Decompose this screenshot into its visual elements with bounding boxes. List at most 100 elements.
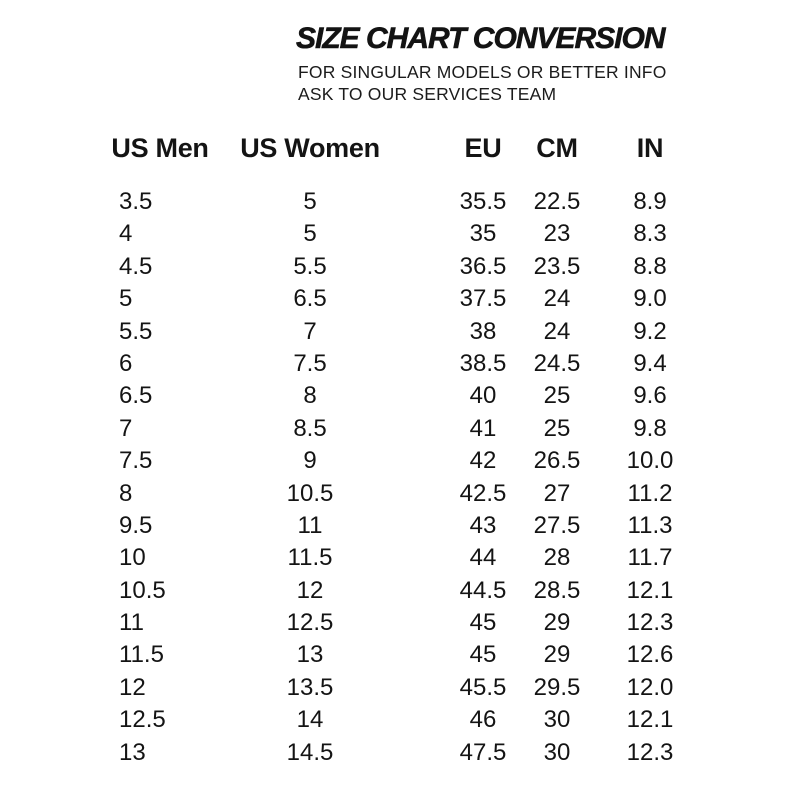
size-value-cell: 47.5 — [459, 738, 507, 766]
size-value-cell: 9 — [303, 447, 317, 475]
size-value-cell: 9.6 — [633, 382, 667, 410]
size-value-cell: 11.5 — [287, 544, 333, 572]
page-title: SIZE CHART CONVERSION — [296, 22, 666, 56]
column-header: US Women — [240, 133, 380, 163]
size-value-cell: 38.5 — [459, 349, 507, 377]
subtitle-line-2: ASK TO OUR SERVICES TEAM — [298, 83, 557, 104]
size-value-cell: 36.5 — [459, 252, 507, 280]
size-value-cell: 35.5 — [459, 188, 507, 215]
size-value-cell: 4.5 — [119, 252, 153, 280]
size-value-cell: 29 — [543, 609, 571, 637]
size-value-cell: 26.5 — [533, 447, 581, 475]
size-value-cell: 5 — [303, 220, 317, 248]
size-value-cell: 8 — [119, 479, 133, 507]
size-value-cell: 45.5 — [459, 673, 507, 701]
size-value-cell: 9.2 — [633, 317, 667, 345]
size-value-cell: 42.5 — [459, 479, 507, 507]
size-value-cell: 4 — [119, 220, 133, 248]
size-value-cell: 8.5 — [293, 414, 327, 442]
size-value-cell: 25 — [543, 414, 571, 442]
size-value-cell: 29.5 — [533, 673, 581, 701]
size-value-cell: 42 — [469, 447, 497, 475]
size-value-cell: 5 — [119, 285, 133, 313]
size-value-cell: 10 — [119, 544, 146, 572]
size-value-cell: 25 — [543, 382, 571, 410]
size-value-cell: 9.8 — [633, 414, 667, 442]
size-value-cell: 12.6 — [626, 641, 674, 669]
size-value-cell: 7.5 — [293, 349, 327, 377]
size-value-cell: 38 — [469, 317, 497, 345]
size-value-cell: 11.7 — [627, 544, 673, 572]
size-value-cell: 13 — [119, 738, 146, 766]
size-value-cell: 8.3 — [633, 220, 667, 248]
column-header: IN — [636, 133, 664, 163]
column-eu: EU 35.5 35 36.5 37.5 38 38.5 40 41 42 42.5 43 44 44.5… — [428, 131, 538, 769]
size-value-cell: 44 — [469, 544, 497, 572]
size-value-cell: 11 — [297, 511, 323, 539]
size-value-cell: 10.5 — [119, 576, 166, 604]
size-value-cell: 12.5 — [286, 609, 334, 637]
column-us-men: US Men 3.5 4 4.5 5 5.5 6 6.5 7 7.5 8 9.5 10 10.5 11 11.… — [100, 131, 220, 769]
size-value-cell: 8.8 — [633, 252, 667, 280]
size-value-cell: 12 — [296, 576, 324, 604]
size-value-cell: 7.5 — [119, 447, 153, 475]
size-value-cell: 12.1 — [626, 576, 674, 604]
size-value-cell: 37.5 — [459, 285, 507, 313]
size-value-cell: 13 — [296, 641, 324, 669]
size-value-cell: 27 — [543, 479, 571, 507]
column-cm: CM 22.5 23 23.5 24 24 24.5 25 25 26.5 27 27.5 28 28.5… — [505, 131, 609, 769]
size-value-cell: 12.0 — [626, 673, 674, 701]
size-value-cell: 45 — [469, 641, 497, 669]
subtitle-line-1: FOR SINGULAR MODELS OR BETTER INFO — [298, 62, 667, 82]
column-header: US Men — [111, 133, 209, 163]
size-value-cell: 12.3 — [626, 738, 674, 766]
size-value-cell: 40 — [469, 382, 497, 410]
size-value-cell: 24 — [543, 317, 571, 345]
column-in: IN 8.9 8.3 8.8 9.0 9.2 9.4 9.6 9.8 10.0 11.2 11.3 11… — [598, 131, 702, 769]
size-value-cell: 9.0 — [633, 285, 667, 313]
size-value-cell: 12.1 — [626, 706, 674, 734]
size-value-cell: 44.5 — [459, 576, 507, 604]
column-us-women: US Women 5 5 5.5 6.5 7 7.5 8 8.5 9 10.5 11 11.5 12 12.… — [235, 131, 385, 769]
size-value-cell: 3.5 — [119, 188, 153, 215]
size-value-cell: 30 — [543, 738, 571, 766]
size-value-cell: 8.9 — [633, 188, 667, 215]
size-value-cell: 10.5 — [286, 479, 334, 507]
size-value-cell: 7 — [119, 414, 133, 442]
size-value-cell: 46 — [469, 706, 497, 734]
size-value-cell: 45 — [469, 609, 497, 637]
size-value-cell: 11.3 — [627, 511, 673, 539]
size-value-cell: 29 — [543, 641, 571, 669]
size-value-cell: 23.5 — [533, 252, 581, 280]
size-value-cell: 14 — [296, 706, 324, 734]
size-value-cell: 7 — [303, 317, 317, 345]
size-value-cell: 11.2 — [627, 479, 673, 507]
size-value-cell: 8 — [303, 382, 317, 410]
size-value-cell: 6 — [119, 349, 133, 377]
size-value-cell: 9.4 — [633, 349, 667, 377]
size-value-cell: 9.5 — [119, 511, 153, 539]
size-value-cell: 10.0 — [626, 447, 674, 475]
size-value-cell: 27.5 — [533, 511, 581, 539]
size-value-cell: 24.5 — [533, 349, 581, 377]
size-value-cell: 14.5 — [286, 738, 334, 766]
size-value-cell: 24 — [543, 285, 571, 313]
size-value-cell: 35 — [469, 220, 497, 248]
size-value-cell: 5 — [303, 188, 317, 215]
size-value-cell: 41 — [469, 414, 497, 442]
size-value-cell: 12 — [119, 673, 146, 701]
column-header: CM — [536, 133, 578, 163]
size-value-cell: 22.5 — [533, 188, 581, 215]
size-value-cell: 6.5 — [119, 382, 153, 410]
size-value-cell: 23 — [543, 220, 571, 248]
column-header: EU — [464, 133, 502, 163]
size-value-cell: 30 — [543, 706, 571, 734]
size-value-cell: 5.5 — [293, 252, 327, 280]
size-value-cell: 11.5 — [119, 641, 164, 669]
size-value-cell: 43 — [469, 511, 497, 539]
size-value-cell: 12.5 — [119, 706, 166, 734]
size-value-cell: 11 — [119, 609, 144, 637]
size-value-cell: 28 — [543, 544, 571, 572]
size-value-cell: 5.5 — [119, 317, 153, 345]
